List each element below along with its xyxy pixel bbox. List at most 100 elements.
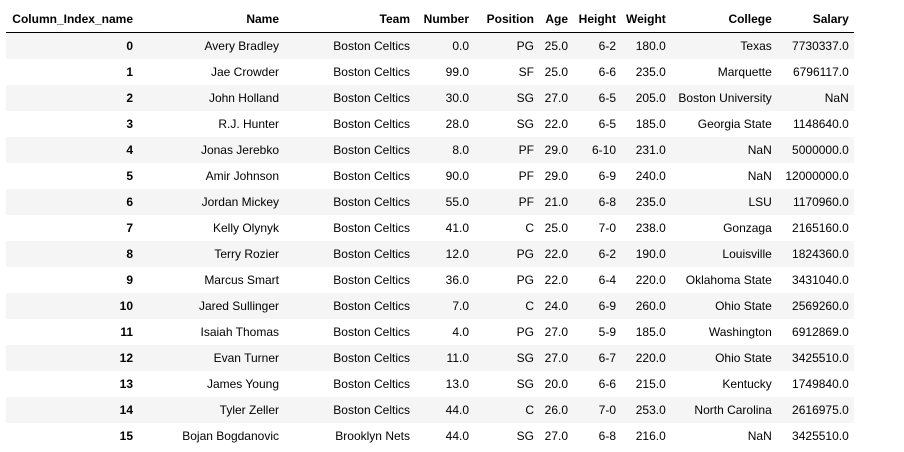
cell-weight: 238.0: [635, 220, 666, 235]
cell-team: Boston Celtics: [333, 272, 410, 287]
cell-college: Marquette: [717, 64, 772, 79]
cell-height: 6-7: [598, 350, 616, 365]
cell-number: 12.0: [445, 246, 469, 261]
cell-salary: 2569260.0: [792, 298, 849, 313]
cell-college: Gonzaga: [723, 220, 772, 235]
cell-height: 6-9: [598, 168, 616, 183]
row-index-cell: 12: [119, 350, 133, 365]
cell-position: SG: [516, 350, 534, 365]
cell-team: Brooklyn Nets: [335, 428, 410, 443]
table-row: 8 Terry Rozier Boston Celtics 12.0 PG 22.0 6-2…: [6, 240, 854, 267]
cell-age: 22.0: [544, 116, 568, 131]
column-header-position: Position: [474, 6, 539, 33]
cell-name: James Young: [206, 376, 279, 391]
cell-position: SG: [516, 376, 534, 391]
row-index-cell: 4: [126, 142, 133, 157]
cell-weight: 231.0: [635, 142, 666, 157]
cell-number: 44.0: [445, 402, 469, 417]
cell-weight: 260.0: [635, 298, 666, 313]
table-row: 10 Jared Sullinger Boston Celtics 7.0 C 24.0 6…: [6, 292, 854, 319]
row-index-cell: 10: [119, 298, 133, 313]
cell-team: Boston Celtics: [333, 64, 410, 79]
table-row: 11 Isaiah Thomas Boston Celtics 4.0 PG 27.0 5-…: [6, 318, 854, 345]
cell-college: Georgia State: [697, 116, 772, 131]
cell-number: 7.0: [452, 298, 469, 313]
cell-height: 6-4: [598, 272, 616, 287]
cell-salary: 3425510.0: [792, 428, 849, 443]
cell-number: 30.0: [445, 90, 469, 105]
cell-position: C: [525, 220, 534, 235]
cell-salary: 6912869.0: [792, 324, 849, 339]
cell-height: 6-8: [598, 428, 616, 443]
cell-weight: 220.0: [635, 350, 666, 365]
cell-name: Tyler Zeller: [219, 402, 279, 417]
cell-weight: 205.0: [635, 90, 666, 105]
table-row: 7 Kelly Olynyk Boston Celtics 41.0 C 25.0 7-0 2…: [6, 214, 854, 241]
cell-number: 36.0: [445, 272, 469, 287]
table-row: 6 Jordan Mickey Boston Celtics 55.0 PF 21.0 6-…: [6, 188, 854, 215]
cell-position: PG: [516, 324, 534, 339]
column-header-index-name: Column_Index_name: [6, 6, 138, 33]
dataframe-container: Column_Index_name Name Team Number Posit…: [6, 6, 854, 449]
cell-college: LSU: [748, 194, 772, 209]
cell-name: Amir Johnson: [205, 168, 279, 183]
column-header-salary: Salary: [776, 6, 854, 33]
cell-name: Marcus Smart: [204, 272, 279, 287]
cell-name: Jared Sullinger: [198, 298, 279, 313]
cell-name: Jordan Mickey: [201, 194, 279, 209]
cell-team: Boston Celtics: [333, 38, 410, 53]
cell-height: 6-8: [598, 194, 616, 209]
cell-age: 27.0: [544, 90, 568, 105]
cell-number: 11.0: [446, 350, 469, 365]
cell-number: 4.0: [452, 324, 469, 339]
cell-height: 7-0: [598, 402, 616, 417]
row-index-cell: 8: [126, 246, 133, 261]
cell-salary: 1148640.0: [792, 116, 849, 131]
table-row: 9 Marcus Smart Boston Celtics 36.0 PG 22.0 6-4…: [6, 266, 854, 293]
cell-number: 8.0: [452, 142, 469, 157]
cell-name: Isaiah Thomas: [200, 324, 280, 339]
cell-salary: 7730337.0: [792, 38, 849, 53]
cell-team: Boston Celtics: [333, 376, 410, 391]
cell-name: Avery Bradley: [204, 38, 279, 53]
cell-number: 41.0: [445, 220, 469, 235]
cell-age: 22.0: [544, 246, 568, 261]
row-index-cell: 13: [119, 376, 133, 391]
cell-age: 20.0: [544, 376, 568, 391]
cell-number: 99.0: [445, 64, 469, 79]
cell-salary: 1824360.0: [792, 246, 849, 261]
column-header-number: Number: [415, 6, 474, 33]
column-header-college: College: [670, 6, 777, 33]
cell-college: NaN: [747, 428, 772, 443]
cell-salary: 12000000.0: [785, 168, 849, 183]
cell-position: PF: [518, 194, 534, 209]
cell-position: PG: [516, 246, 534, 261]
cell-team: Boston Celtics: [333, 194, 410, 209]
cell-position: PF: [518, 142, 534, 157]
cell-age: 25.0: [544, 220, 568, 235]
table-body: 0 Avery Bradley Boston Celtics 0.0 PG 25.0 6-2…: [6, 32, 854, 449]
row-index-cell: 5: [126, 168, 133, 183]
cell-height: 6-6: [598, 64, 616, 79]
cell-team: Boston Celtics: [333, 324, 410, 339]
row-index-cell: 11: [120, 324, 133, 339]
column-header-weight: Weight: [621, 6, 671, 33]
cell-age: 25.0: [544, 64, 568, 79]
cell-age: 22.0: [544, 272, 568, 287]
cell-number: 13.0: [445, 376, 469, 391]
cell-height: 5-9: [598, 324, 616, 339]
table-row: 1 Jae Crowder Boston Celtics 99.0 SF 25.0 6-6 2…: [6, 58, 854, 85]
cell-position: PG: [516, 38, 534, 53]
cell-team: Boston Celtics: [333, 350, 410, 365]
column-header-age: Age: [539, 6, 573, 33]
cell-height: 6-10: [591, 142, 616, 157]
cell-weight: 185.0: [635, 116, 666, 131]
cell-age: 29.0: [544, 168, 568, 183]
table-row: 2 John Holland Boston Celtics 30.0 SG 27.0 6-5…: [6, 84, 854, 111]
cell-number: 44.0: [445, 428, 469, 443]
cell-age: 25.0: [544, 38, 568, 53]
cell-name: John Holland: [208, 90, 279, 105]
row-index-cell: 7: [126, 220, 133, 235]
cell-name: Evan Turner: [213, 350, 279, 365]
cell-weight: 215.0: [635, 376, 666, 391]
